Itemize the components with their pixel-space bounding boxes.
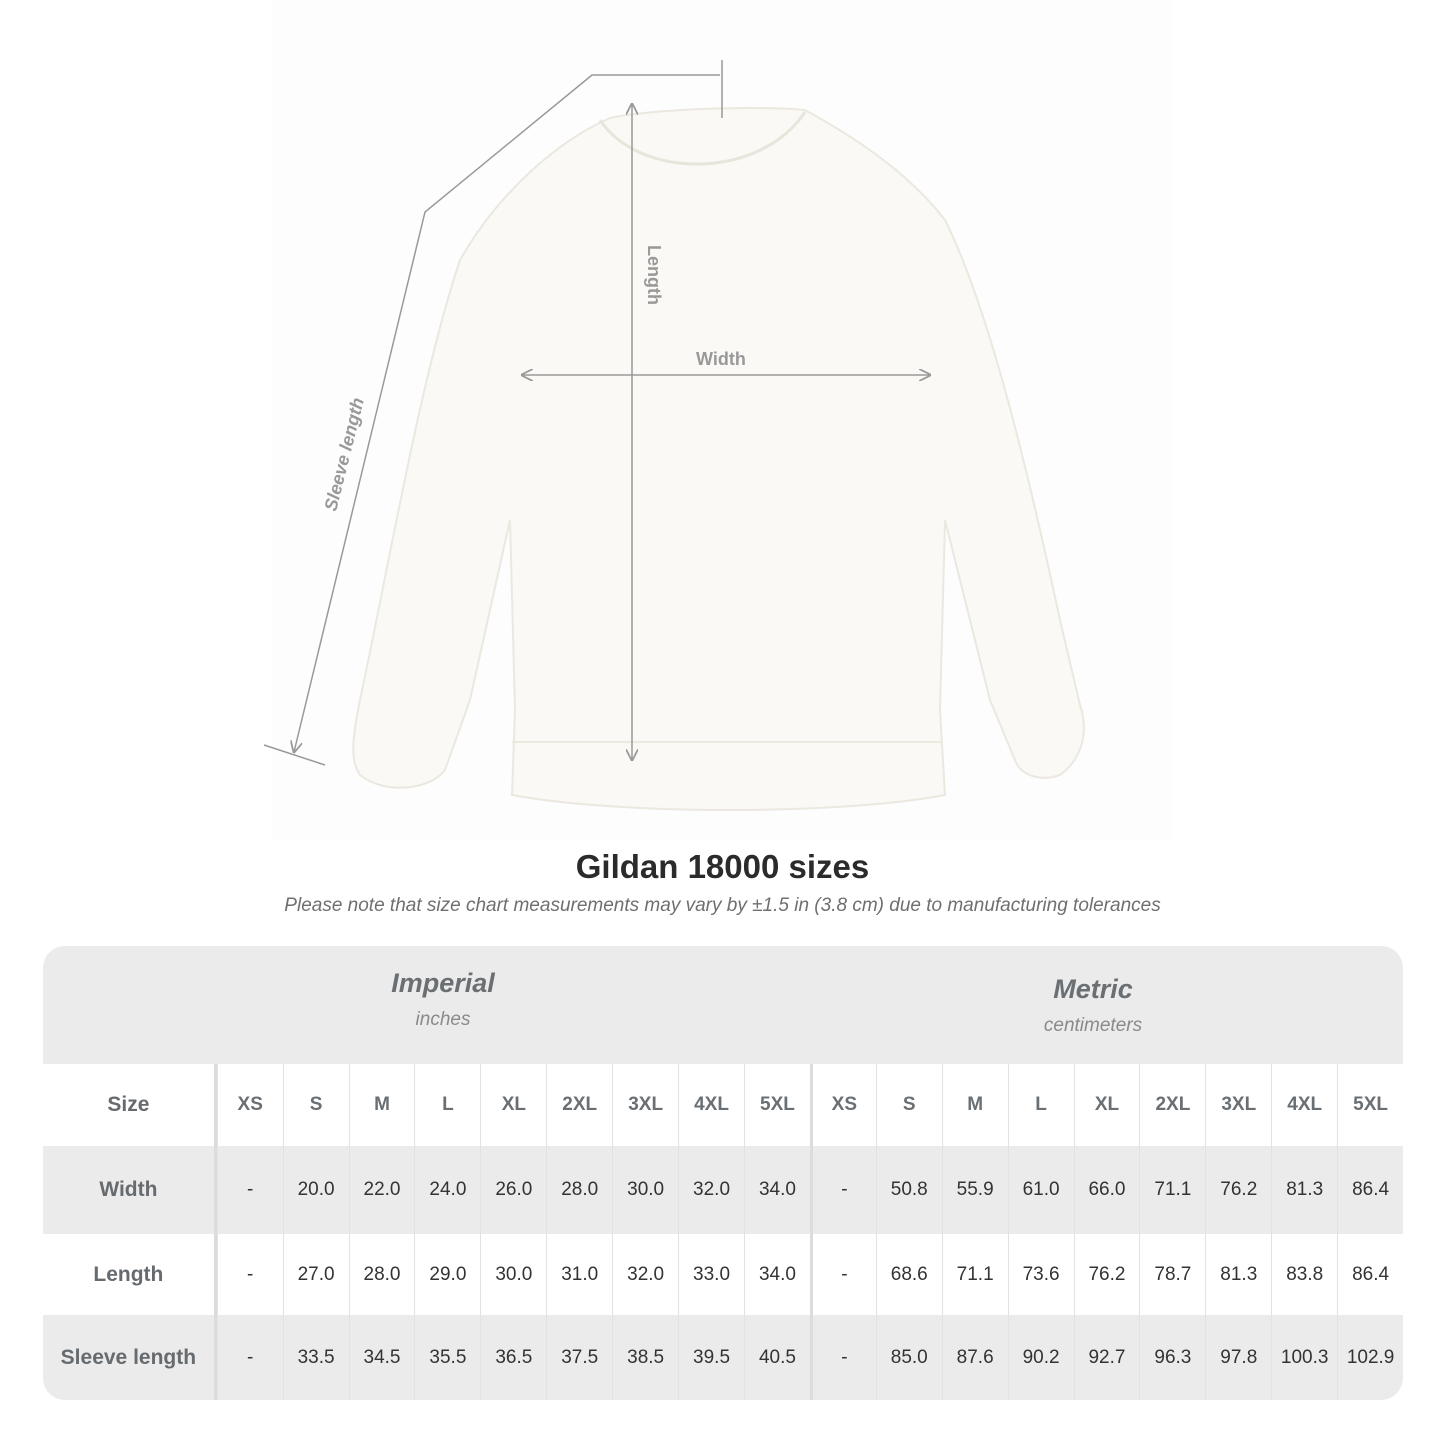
imperial-value-cell: 35.5: [414, 1315, 480, 1400]
metric-value-cell: 50.8: [875, 1146, 942, 1234]
chart-title: Gildan 18000 sizes: [575, 848, 870, 885]
size-metric-header: XS: [809, 1064, 876, 1146]
size-imperial-header: 5XL: [744, 1064, 810, 1146]
imperial-value-cell: 30.0: [612, 1146, 678, 1234]
imperial-value-cell: 33.0: [678, 1234, 744, 1315]
imperial-value-cell: 38.5: [612, 1315, 678, 1400]
imperial-value-cell: 28.0: [546, 1146, 612, 1234]
metric-value-cell: 61.0: [1007, 1146, 1074, 1234]
imperial-value-cell: -: [216, 1234, 283, 1315]
imperial-value-cell: -: [216, 1146, 283, 1234]
sleeve-length-measure: [263, 60, 723, 766]
metric-value-cell: 78.7: [1139, 1234, 1205, 1315]
imperial-value-cell: 29.0: [414, 1234, 480, 1315]
row-label: Sleeve length: [43, 1315, 217, 1400]
metric-value-cell: 81.3: [1271, 1146, 1337, 1234]
size-metric-header: L: [1007, 1064, 1074, 1146]
size-metric-header: S: [875, 1064, 942, 1146]
metric-value-cell: -: [809, 1315, 876, 1400]
imperial-value-cell: 37.5: [546, 1315, 612, 1400]
row-label: Length: [43, 1234, 217, 1315]
metric-value-cell: 102.9: [1337, 1315, 1403, 1400]
metric-value-cell: 86.4: [1337, 1146, 1403, 1234]
tolerance-note: Please note that size chart measurements…: [284, 895, 1161, 916]
table-row: Length -27.0 28.0 29.0 30.0 31.0 32.0 33.0 34.0-…: [43, 1234, 1403, 1315]
table-row: Sleeve length -33.5 34.5 35.5 36.5 37.5 38.5 39…: [43, 1315, 1403, 1400]
metric-value-cell: 92.7: [1073, 1315, 1140, 1400]
metric-value-cell: -: [809, 1146, 876, 1234]
metric-unit: centimeters: [1043, 1015, 1143, 1036]
metric-value-cell: 90.2: [1007, 1315, 1074, 1400]
metric-value-cell: -: [809, 1234, 876, 1315]
metric-value-cell: 83.8: [1271, 1234, 1337, 1315]
size-metric-header: 4XL: [1271, 1064, 1337, 1146]
size-imperial-header: XL: [480, 1064, 546, 1146]
imperial-value-cell: -: [216, 1315, 283, 1400]
metric-value-cell: 73.6: [1007, 1234, 1074, 1315]
imperial-value-cell: 22.0: [348, 1146, 415, 1234]
metric-value-cell: 71.1: [1139, 1146, 1205, 1234]
metric-value-cell: 76.2: [1205, 1146, 1271, 1234]
size-imperial-header: S: [282, 1064, 349, 1146]
metric-title: Metric: [1053, 974, 1133, 1004]
row-label: Width: [43, 1146, 217, 1234]
units-header: Imperial inches Metric centimeters: [43, 946, 1403, 1064]
metric-value-cell: 85.0: [875, 1315, 942, 1400]
length-label: Length: [644, 245, 664, 305]
size-metric-header: M: [941, 1064, 1008, 1146]
size-imperial-header: XS: [216, 1064, 283, 1146]
sweatshirt-shape: [352, 107, 1085, 811]
imperial-value-cell: 34.0: [744, 1146, 810, 1234]
metric-value-cell: 76.2: [1073, 1234, 1140, 1315]
imperial-value-cell: 34.5: [348, 1315, 415, 1400]
metric-value-cell: 71.1: [941, 1234, 1008, 1315]
imperial-value-cell: 26.0: [480, 1146, 546, 1234]
metric-value-cell: 86.4: [1337, 1234, 1403, 1315]
metric-value-cell: 100.3: [1271, 1315, 1337, 1400]
size-metric-header: 5XL: [1337, 1064, 1403, 1146]
metric-value-cell: 87.6: [941, 1315, 1008, 1400]
size-header-row: Size XS S M L XL 2XL 3XL 4XL 5XL XS S M L XL 2XL 3XL 4XL 5…: [43, 1064, 1403, 1146]
imperial-header: Imperial inches: [103, 968, 783, 1031]
metric-value-cell: 66.0: [1073, 1146, 1140, 1234]
imperial-value-cell: 32.0: [678, 1146, 744, 1234]
imperial-title: Imperial: [391, 968, 495, 998]
size-metric-header: 2XL: [1139, 1064, 1205, 1146]
imperial-value-cell: 28.0: [348, 1234, 415, 1315]
table-row: Width -20.0 22.0 24.0 26.0 28.0 30.0 32.0 34.0-5…: [43, 1146, 1403, 1234]
imperial-value-cell: 27.0: [282, 1234, 349, 1315]
metric-value-cell: 81.3: [1205, 1234, 1271, 1315]
imperial-value-cell: 34.0: [744, 1234, 810, 1315]
size-metric-header: 3XL: [1205, 1064, 1271, 1146]
imperial-value-cell: 33.5: [282, 1315, 349, 1400]
metric-value-cell: 96.3: [1139, 1315, 1205, 1400]
imperial-value-cell: 36.5: [480, 1315, 546, 1400]
size-label: Size: [43, 1064, 217, 1146]
imperial-value-cell: 31.0: [546, 1234, 612, 1315]
sweatshirt-illustration: Length Width Sleeve length: [263, 60, 1085, 811]
size-imperial-header: 4XL: [678, 1064, 744, 1146]
size-imperial-header: M: [348, 1064, 415, 1146]
metric-value-cell: 55.9: [941, 1146, 1008, 1234]
metric-header: Metric centimeters: [753, 974, 1403, 1037]
metric-value-cell: 97.8: [1205, 1315, 1271, 1400]
imperial-value-cell: 40.5: [744, 1315, 810, 1400]
size-table: Imperial inches Metric centimeters Size X…: [43, 946, 1403, 1400]
imperial-value-cell: 39.5: [678, 1315, 744, 1400]
size-imperial-header: 3XL: [612, 1064, 678, 1146]
size-imperial-header: L: [414, 1064, 480, 1146]
imperial-value-cell: 20.0: [282, 1146, 349, 1234]
metric-value-cell: 68.6: [875, 1234, 942, 1315]
size-metric-header: XL: [1073, 1064, 1140, 1146]
imperial-unit: inches: [415, 1009, 471, 1030]
size-imperial-header: 2XL: [546, 1064, 612, 1146]
imperial-value-cell: 30.0: [480, 1234, 546, 1315]
width-label: Width: [696, 349, 746, 369]
imperial-value-cell: 32.0: [612, 1234, 678, 1315]
imperial-value-cell: 24.0: [414, 1146, 480, 1234]
